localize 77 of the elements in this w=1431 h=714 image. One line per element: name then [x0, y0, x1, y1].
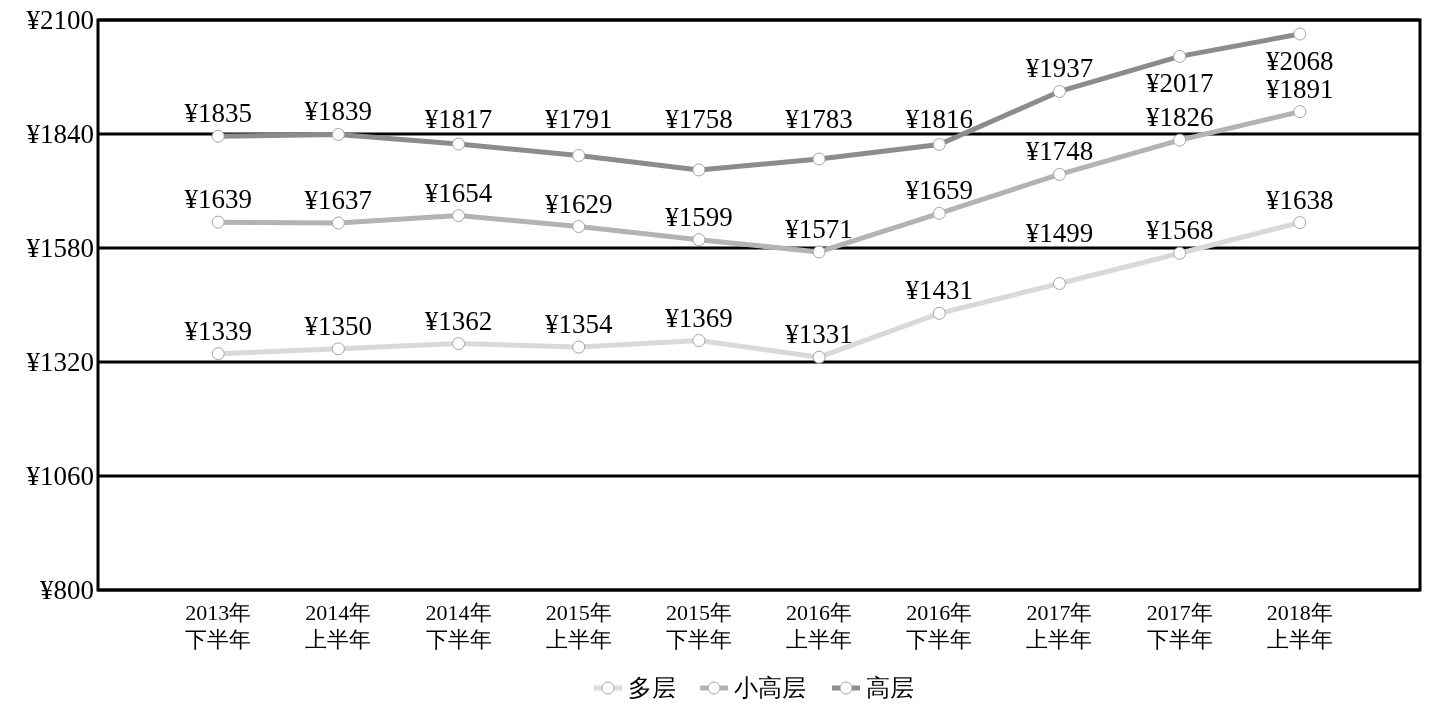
label: ¥1499: [1025, 218, 1094, 248]
xtick: 2015年下半年: [665, 600, 732, 652]
point: [932, 138, 946, 152]
label: ¥1639: [184, 184, 252, 215]
point: [1173, 246, 1187, 260]
point: [572, 148, 586, 162]
point: [1293, 105, 1307, 119]
xtick: 2013年下半年: [185, 600, 252, 652]
ytick: ¥1840: [26, 119, 94, 149]
label: ¥1816: [905, 104, 973, 134]
label: ¥1339: [184, 315, 252, 346]
label: ¥1369: [665, 302, 733, 333]
point: [211, 347, 225, 361]
point: [452, 137, 466, 151]
point: [1173, 49, 1187, 63]
xtick: 2018年上半年: [1266, 600, 1333, 652]
label: ¥1568: [1145, 215, 1214, 246]
point: [572, 220, 586, 234]
legend-label: 多层: [628, 675, 676, 701]
label: ¥1839: [304, 96, 373, 127]
legend-label: 高层: [866, 675, 914, 701]
label: ¥1783: [785, 104, 853, 134]
point: [331, 127, 345, 141]
xtick: 2015年上半年: [545, 600, 612, 652]
xtick: 2014年下半年: [425, 600, 492, 652]
label: ¥1350: [304, 310, 373, 341]
label: ¥1571: [785, 213, 853, 244]
label: ¥1817: [424, 104, 493, 134]
label: ¥1791: [545, 104, 613, 134]
label: ¥1654: [424, 177, 493, 208]
label: ¥1748: [1025, 136, 1094, 167]
point: [331, 216, 345, 230]
label: ¥1362: [424, 305, 493, 336]
point: [812, 350, 826, 364]
xtick: 2016年上半年: [786, 600, 853, 652]
ytick: ¥2100: [26, 5, 94, 35]
xtick: 2017年上半年: [1026, 600, 1093, 652]
label: ¥1431: [905, 275, 973, 306]
label: ¥1629: [545, 188, 613, 219]
point: [1052, 167, 1066, 181]
ytick: ¥800: [40, 575, 94, 605]
point: [1052, 277, 1066, 291]
point: [211, 129, 225, 143]
label: ¥1354: [545, 309, 613, 340]
point: [932, 306, 946, 320]
point: [1173, 133, 1187, 147]
point: [1293, 27, 1307, 41]
legend-label: 小高层: [734, 675, 806, 701]
label: ¥1937: [1025, 53, 1094, 84]
point: [331, 342, 345, 356]
point: [812, 245, 826, 259]
label: ¥1331: [785, 319, 853, 350]
point: [692, 163, 706, 177]
label: ¥1599: [665, 201, 733, 232]
label: ¥1637: [304, 185, 373, 215]
point: [1293, 216, 1307, 230]
xtick: 2014年上半年: [305, 600, 372, 652]
label: ¥1638: [1266, 184, 1334, 215]
ytick: ¥1060: [26, 461, 94, 491]
point: [452, 337, 466, 351]
point: [692, 334, 706, 348]
xtick: 2017年下半年: [1146, 600, 1213, 652]
point: [932, 206, 946, 220]
point: [812, 152, 826, 166]
point: [1052, 84, 1066, 98]
point: [692, 233, 706, 247]
point: [211, 215, 225, 229]
ytick: ¥1580: [26, 233, 94, 263]
point: [452, 209, 466, 223]
ytick: ¥1320: [26, 347, 94, 377]
point: [572, 340, 586, 354]
label: ¥1758: [665, 104, 733, 134]
label: ¥1835: [184, 98, 252, 129]
label: ¥1659: [905, 175, 973, 206]
label: ¥1826: [1145, 102, 1214, 133]
label: ¥2017: [1145, 68, 1214, 99]
xtick: 2016年下半年: [906, 600, 973, 652]
